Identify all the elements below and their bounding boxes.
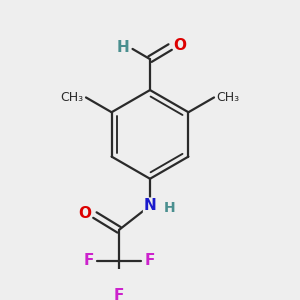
Text: F: F — [83, 253, 94, 268]
Text: O: O — [174, 38, 187, 53]
Text: O: O — [78, 206, 92, 221]
Text: H: H — [164, 201, 175, 215]
Text: CH₃: CH₃ — [60, 91, 83, 104]
Text: H: H — [116, 40, 129, 55]
Text: F: F — [114, 288, 124, 300]
Text: CH₃: CH₃ — [217, 91, 240, 104]
Text: N: N — [144, 198, 156, 213]
Text: F: F — [145, 253, 155, 268]
